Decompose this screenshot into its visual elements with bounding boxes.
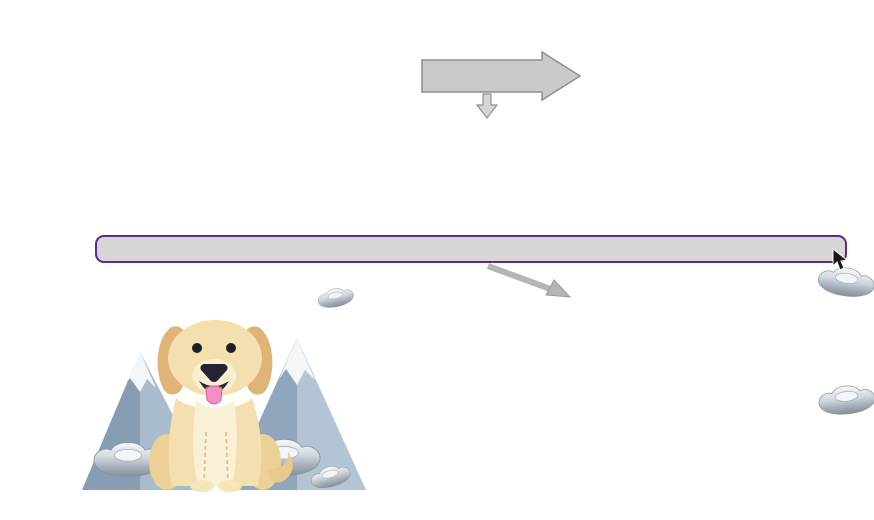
bottom-chart-plot	[86, 272, 866, 490]
buy-point-callout	[424, 62, 552, 84]
silver-ingot-icon	[817, 382, 874, 418]
golden-retriever-dog-icon	[149, 320, 293, 492]
silver-ingot-icon	[816, 263, 874, 301]
silver-ingot-icon	[93, 442, 163, 477]
snow-mountain-icon	[228, 338, 366, 490]
annotation-arrow-icon	[486, 263, 572, 298]
silver-ingot-icon	[247, 438, 321, 476]
snow-mountain-icon	[82, 352, 212, 490]
top-chart-plot	[86, 10, 866, 230]
down-arrow-icon	[475, 93, 499, 119]
silver-ingot-icon	[308, 461, 353, 492]
top-chart-annotations	[421, 50, 582, 119]
silver-ingot-icon	[316, 284, 356, 311]
annotation-banner	[95, 235, 847, 263]
